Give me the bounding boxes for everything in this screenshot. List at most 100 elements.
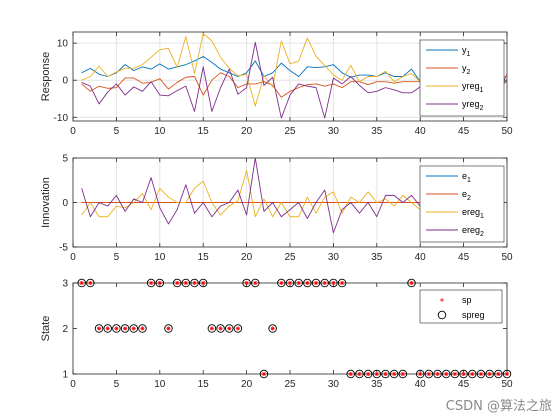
legend-box bbox=[419, 39, 505, 117]
spreg-marker bbox=[381, 369, 390, 379]
sp-marker bbox=[296, 281, 301, 285]
spreg-marker bbox=[476, 369, 486, 379]
sp-marker-d2 bbox=[348, 372, 353, 376]
legend: sp spreg bbox=[419, 289, 503, 324]
x-tick-label: 30 bbox=[328, 252, 340, 263]
spreg-marker bbox=[294, 278, 303, 288]
x-tick-label: 40 bbox=[415, 252, 427, 263]
sp-marker-d2 bbox=[88, 281, 93, 285]
sp-marker-d2 bbox=[244, 281, 249, 285]
sp-marker-d2 bbox=[366, 372, 370, 376]
sp-marker-d2 bbox=[123, 326, 127, 331]
spreg-marker bbox=[172, 278, 182, 288]
sp-marker bbox=[140, 326, 145, 331]
x-tick-label: 35 bbox=[371, 379, 383, 390]
spreg-marker bbox=[363, 369, 373, 379]
sp-marker-d2 bbox=[166, 326, 171, 331]
x-tick-label: 25 bbox=[284, 379, 296, 390]
x-tick-label: 10 bbox=[154, 252, 166, 263]
spreg-marker bbox=[103, 324, 112, 333]
legend-label-main: yreg bbox=[462, 99, 480, 109]
sp-marker bbox=[348, 372, 353, 376]
spreg-marker bbox=[146, 278, 156, 288]
sp-marker-d2 bbox=[131, 326, 136, 331]
y-tick-label: -5 bbox=[59, 243, 68, 254]
legend-label-sub: 2 bbox=[480, 105, 484, 112]
x-tick-label: 45 bbox=[458, 126, 470, 137]
spreg-marker bbox=[120, 324, 130, 333]
sp-marker bbox=[288, 281, 292, 285]
spreg-marker bbox=[407, 278, 416, 288]
spreg-marker bbox=[311, 278, 321, 288]
sp-marker bbox=[244, 281, 249, 285]
spreg-marker bbox=[485, 369, 494, 379]
sp-marker-d2 bbox=[97, 326, 101, 331]
sp-marker-d2 bbox=[227, 326, 232, 331]
sp-marker-d2 bbox=[340, 281, 344, 285]
sp-marker bbox=[322, 281, 327, 285]
sp-marker-d2 bbox=[435, 372, 440, 376]
sp-marker bbox=[340, 281, 345, 285]
x-tick-label: 45 bbox=[458, 379, 470, 390]
legend-label: e2 bbox=[462, 189, 471, 202]
legend-label: yreg2 bbox=[462, 99, 484, 112]
sp-marker-d2 bbox=[392, 372, 396, 376]
sp-marker-d2 bbox=[192, 281, 197, 285]
sp-marker bbox=[374, 372, 379, 376]
legend-label-main: ereg bbox=[462, 207, 480, 217]
legend-label-sub: 2 bbox=[480, 231, 484, 238]
spreg-marker bbox=[415, 369, 425, 379]
sp-marker-d2 bbox=[496, 372, 501, 376]
legend-swatch-spreg bbox=[437, 310, 447, 320]
spreg-marker bbox=[398, 369, 408, 379]
spreg-marker bbox=[259, 369, 269, 379]
sp-marker bbox=[409, 281, 414, 285]
sp-marker bbox=[400, 372, 405, 376]
y-tick-label: -10 bbox=[54, 113, 69, 124]
sp-marker-d2 bbox=[253, 281, 258, 285]
sp-marker bbox=[88, 281, 93, 285]
spreg-marker bbox=[224, 324, 234, 333]
spreg-marker bbox=[94, 324, 104, 333]
sp-marker bbox=[157, 281, 162, 285]
sp-marker-d2 bbox=[262, 372, 266, 376]
x-tick-label: 0 bbox=[70, 252, 76, 263]
legend-box bbox=[419, 289, 503, 324]
legend-label-main: sp bbox=[462, 295, 472, 305]
sp-marker-d2 bbox=[140, 326, 145, 331]
y-tick-label: 0 bbox=[62, 76, 68, 87]
spreg-marker bbox=[468, 369, 477, 379]
spreg-marker bbox=[450, 369, 460, 379]
sp-marker-d2 bbox=[427, 372, 431, 376]
spreg-marker bbox=[337, 278, 347, 288]
sp-marker bbox=[79, 281, 84, 285]
spreg-marker bbox=[441, 369, 451, 379]
sp-marker-d2 bbox=[375, 372, 379, 376]
sp-marker-d2 bbox=[210, 326, 214, 331]
spreg-marker bbox=[181, 278, 191, 288]
sp-marker-d2 bbox=[418, 372, 422, 376]
y-tick-label: 5 bbox=[62, 154, 68, 165]
legend-label: yreg1 bbox=[462, 81, 484, 94]
legend-label-main: yreg bbox=[462, 81, 480, 91]
x-tick-label: 35 bbox=[371, 252, 383, 263]
sp-marker-d2 bbox=[487, 372, 492, 376]
spreg-marker bbox=[129, 324, 139, 333]
sp-marker-d2 bbox=[114, 326, 119, 331]
sp-marker-d2 bbox=[453, 372, 457, 376]
spreg-marker bbox=[112, 324, 121, 333]
spreg-marker bbox=[190, 278, 199, 288]
x-tick-label: 50 bbox=[501, 252, 513, 263]
sp-marker bbox=[201, 281, 206, 285]
sp-marker bbox=[444, 372, 449, 376]
sp-marker-d2 bbox=[322, 281, 327, 285]
x-tick-label: 20 bbox=[241, 126, 253, 137]
sp-marker bbox=[166, 326, 171, 331]
spreg-marker bbox=[329, 278, 338, 288]
x-tick-label: 0 bbox=[70, 379, 76, 390]
spreg-marker bbox=[216, 324, 225, 333]
spreg-marker bbox=[277, 278, 286, 288]
spreg-marker bbox=[155, 278, 165, 288]
